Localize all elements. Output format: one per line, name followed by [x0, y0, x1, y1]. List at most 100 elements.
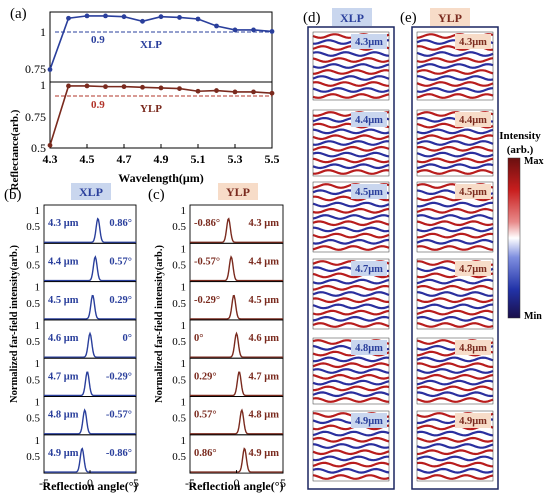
panel-b-title-tag — [71, 183, 111, 200]
field-map-tag — [455, 112, 491, 127]
field-fringe — [312, 362, 390, 369]
farfield-angle-label: -0.57° — [106, 410, 132, 421]
field-map-wavelength: 4.7μm — [459, 264, 487, 275]
field-map-tag — [455, 261, 491, 276]
field-map-wavelength: 4.5μm — [459, 187, 487, 198]
field-fringe — [416, 385, 494, 392]
panel-e-title-tag — [430, 8, 470, 26]
xlp-reflectance-point — [84, 13, 90, 19]
colorbar — [507, 157, 521, 319]
field-fringe — [416, 379, 494, 386]
field-fringe — [416, 226, 494, 233]
field-fringe — [416, 51, 494, 57]
farfield-angle-label: -0.57° — [194, 256, 220, 267]
farfield-curve — [190, 371, 283, 397]
farfield-xtick-label: 5 — [280, 476, 286, 490]
field-fringe — [416, 69, 494, 75]
field-fringe — [416, 430, 494, 437]
panel-a-xtick-label: 4.5 — [80, 152, 95, 166]
farfield-ytick: 0.5 — [172, 413, 186, 425]
field-fringe — [416, 467, 494, 474]
field-map-wavelength: 4.8μm — [355, 343, 383, 354]
field-map: 4.5μm — [416, 181, 494, 253]
panel-c-label: (c) — [148, 187, 165, 203]
field-fringe — [416, 309, 494, 316]
xlp-reflectance-point — [47, 67, 53, 72]
field-fringe — [312, 291, 390, 297]
field-fringe — [312, 278, 390, 285]
colorbar-title-2: (arb.) — [507, 144, 534, 156]
field-fringe — [312, 467, 390, 474]
field-fringe — [312, 368, 390, 374]
farfield-angle-label: -0.29° — [106, 371, 132, 382]
farfield-curve — [44, 371, 136, 397]
farfield-ytick: 0.5 — [172, 451, 186, 463]
field-fringe — [416, 157, 494, 164]
field-fringe — [416, 368, 494, 374]
field-fringe — [312, 220, 390, 227]
field-fringe — [312, 303, 390, 310]
panel-c-title: YLP — [226, 185, 250, 199]
field-fringe — [312, 134, 390, 141]
farfield-ytick: 1 — [35, 435, 41, 447]
farfield-wavelength-label: 4.7 μm — [249, 371, 280, 382]
farfield-wavelength-label: 4.8 μm — [48, 410, 79, 421]
farfield-wavelength-label: 4.3 μm — [48, 218, 79, 229]
field-fringe — [312, 284, 390, 291]
ylp-reflectance-point — [66, 83, 71, 89]
field-fringe — [416, 238, 494, 245]
farfield-wavelength-label: 4.9 μm — [249, 448, 280, 459]
farfield-wavelength-label: 4.5 μm — [48, 295, 79, 306]
field-fringe — [312, 436, 390, 443]
panel-c-ylabel: Normalized far-field intensity(arb.) — [154, 245, 165, 403]
farfield-angle-label: 0.86° — [109, 218, 132, 229]
field-fringe — [416, 449, 494, 456]
field-fringe — [416, 315, 494, 322]
panel-a-top-ytick-1: 1 — [40, 25, 46, 39]
farfield-ytick: 0.5 — [172, 374, 186, 386]
field-fringe — [416, 397, 494, 403]
field-fringe — [416, 474, 494, 480]
panel-a-xtick-label: 5.3 — [228, 152, 243, 166]
farfield-curve — [190, 331, 283, 358]
field-map: 4.3μm — [312, 31, 390, 101]
panel-b-ylabel: Normalized far-field intensity(arb.) — [9, 245, 20, 403]
farfield-curve — [44, 408, 136, 435]
panel-a-bottom-ytick-2: 0.75 — [25, 110, 46, 124]
ylp-reflectance-point — [84, 83, 90, 89]
farfield-wavelength-label: 4.4 μm — [48, 256, 79, 267]
farfield-xtick-label: -5 — [185, 476, 195, 490]
ylp-reflectance-point — [47, 142, 53, 148]
field-fringe — [313, 169, 390, 175]
field-fringe — [312, 226, 390, 233]
farfield-ytick: 1 — [181, 397, 187, 409]
field-fringe — [312, 214, 390, 220]
field-map-border — [416, 258, 494, 330]
xlp-reflectance-point — [269, 29, 275, 34]
field-fringe — [312, 81, 390, 87]
ylp-reflectance-point — [103, 84, 108, 90]
field-map-tag — [455, 184, 491, 199]
field-map-tag — [455, 34, 491, 49]
panel-a-xtick-label: 5.1 — [191, 152, 206, 166]
field-fringe — [416, 163, 494, 170]
farfield-ytick: 1 — [35, 320, 41, 332]
field-fringe — [416, 461, 494, 468]
field-map-border — [312, 410, 390, 482]
field-map: 4.8μm — [416, 337, 494, 405]
farfield-curve — [190, 217, 283, 243]
panel-d-title: XLP — [340, 11, 364, 25]
field-map-border — [416, 31, 494, 101]
field-map: 4.5μm — [312, 181, 390, 253]
field-map: 4.7μm — [416, 258, 494, 330]
xlp-reflectance-point — [195, 16, 201, 22]
panel-a-bottom-series-label: YLP — [140, 103, 162, 115]
farfield-angle-label: 0.86° — [194, 448, 217, 459]
farfield-angle-label: 0.57° — [194, 410, 217, 421]
field-fringe — [312, 69, 390, 75]
field-fringe — [312, 373, 390, 380]
field-map-wavelength: 4.9μm — [459, 416, 487, 427]
field-fringe — [312, 356, 390, 363]
field-fringe — [416, 93, 494, 99]
field-fringe — [312, 309, 390, 316]
